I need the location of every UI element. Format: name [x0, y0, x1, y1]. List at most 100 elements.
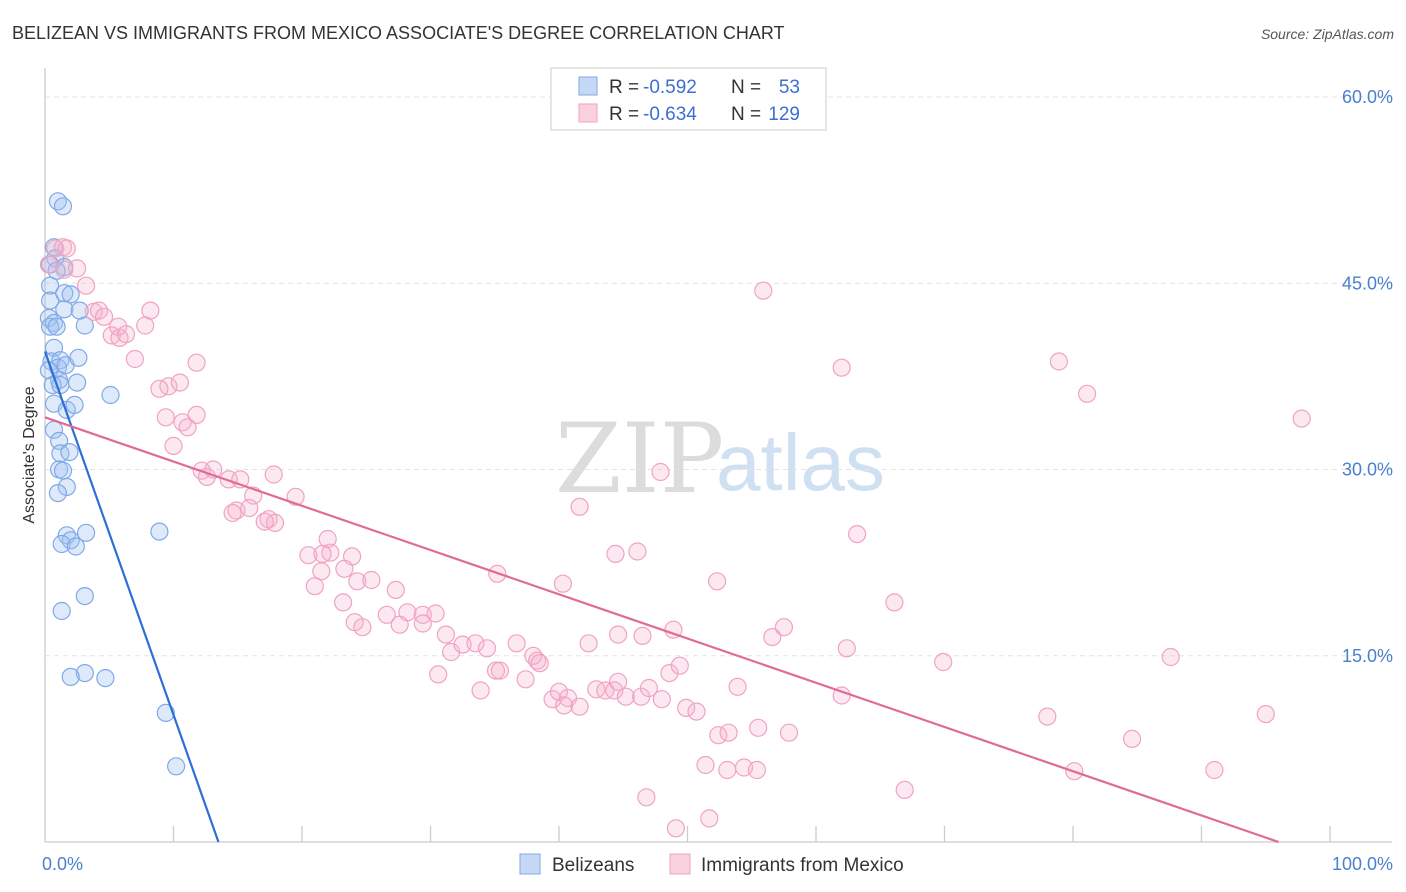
point-mexico	[173, 413, 192, 432]
point-mexico	[426, 604, 445, 623]
point-mexico	[553, 574, 573, 593]
point-mexico	[67, 259, 87, 278]
point-mexico	[700, 809, 719, 828]
point-mexico	[264, 465, 283, 484]
y-axis-label: Associate's Degree	[21, 386, 38, 523]
point-mexico	[774, 618, 794, 637]
point-belizeans	[101, 385, 120, 405]
point-mexico	[516, 670, 535, 689]
point-belizeans	[47, 317, 66, 336]
series-legend-swatch-belizeans	[519, 853, 541, 875]
point-belizeans	[55, 284, 74, 303]
point-belizeans	[60, 443, 79, 462]
legend-r-label-2: R =	[609, 104, 639, 125]
point-belizeans	[150, 522, 169, 541]
point-belizeans	[69, 348, 88, 367]
y-tick-label: 60.0%	[1342, 87, 1393, 107]
point-mexico	[530, 654, 549, 673]
point-mexico	[386, 580, 405, 600]
point-mexico	[1205, 760, 1224, 780]
point-mexico	[895, 780, 914, 800]
point-mexico	[637, 788, 656, 807]
point-mexico	[390, 615, 409, 634]
point-mexico	[164, 436, 183, 455]
point-mexico	[76, 276, 96, 295]
gridlines: 15.0% 30.0% 45.0% 60.0%	[45, 87, 1393, 666]
point-mexico	[579, 634, 598, 653]
point-mexico	[353, 618, 372, 637]
point-mexico	[299, 546, 318, 565]
point-mexico	[677, 698, 696, 718]
point-belizeans	[48, 484, 68, 503]
y-tick-label: 15.0%	[1342, 646, 1393, 666]
point-mexico	[321, 543, 340, 562]
point-mexico	[652, 690, 671, 709]
point-mexico	[39, 255, 59, 274]
point-belizeans	[61, 667, 80, 687]
point-belizeans	[52, 534, 71, 554]
point-belizeans	[53, 461, 73, 480]
point-mexico	[94, 307, 114, 326]
point-mexico	[728, 677, 747, 696]
trend-line-belizeans	[43, 351, 220, 843]
point-mexico	[187, 405, 206, 424]
point-mexico	[666, 819, 686, 838]
chart-title: BELIZEAN VS IMMIGRANTS FROM MEXICO ASSOC…	[12, 23, 785, 43]
point-belizeans	[57, 477, 76, 496]
point-mexico	[885, 593, 904, 612]
point-belizeans	[167, 757, 186, 776]
legend-n-label-1: N =	[731, 77, 761, 98]
point-mexico	[528, 651, 547, 670]
point-mexico	[1077, 384, 1097, 403]
point-mexico	[335, 559, 354, 578]
point-mexico	[847, 524, 867, 544]
point-mexico	[116, 325, 136, 344]
point-belizeans	[52, 601, 71, 621]
chart-source: Source: ZipAtlas.com	[1261, 26, 1394, 42]
point-mexico	[178, 418, 197, 437]
point-mexico	[490, 661, 509, 680]
point-belizeans	[66, 537, 85, 556]
point-mexico	[1038, 707, 1057, 726]
point-belizeans	[70, 301, 89, 320]
point-mexico	[156, 408, 175, 427]
point-mexico	[608, 672, 628, 691]
point-mexico	[1292, 409, 1311, 428]
point-mexico	[570, 497, 589, 516]
point-mexico	[125, 349, 144, 369]
legend-swatch-mexico	[578, 103, 598, 123]
point-mexico	[837, 639, 856, 658]
point-belizeans	[48, 192, 68, 211]
y-tick-label: 30.0%	[1342, 460, 1393, 480]
point-mexico	[486, 661, 506, 680]
point-mexico	[747, 760, 767, 780]
point-mexico	[334, 593, 353, 612]
point-mexico	[1122, 729, 1142, 749]
point-mexico	[313, 544, 332, 564]
point-mexico	[543, 690, 562, 709]
point-mexico	[707, 572, 727, 591]
point-mexico	[934, 652, 953, 672]
point-mexico	[471, 681, 490, 700]
point-mexico	[554, 696, 574, 715]
point-belizeans	[53, 197, 73, 216]
legend-n-value-1: 53	[779, 77, 800, 98]
legend-swatch-belizeans	[578, 76, 598, 96]
series-legend-swatch-mexico	[669, 853, 691, 875]
point-mexico	[305, 577, 324, 596]
point-mexico	[57, 239, 76, 258]
point-mexico	[436, 625, 455, 644]
point-mexico	[549, 682, 569, 701]
trend-line-mexico	[44, 416, 1279, 844]
point-mexico	[608, 625, 628, 644]
point-mexico	[605, 681, 624, 700]
point-mexico	[606, 544, 625, 564]
point-mexico	[832, 358, 851, 377]
y-tick-label: 45.0%	[1342, 273, 1393, 293]
point-belizeans	[75, 586, 94, 606]
point-mexico	[377, 605, 396, 624]
legend-r-label-1: R =	[609, 77, 639, 98]
point-mexico	[660, 663, 679, 683]
point-belizeans	[40, 276, 60, 295]
legend-r-value-1: -0.592	[643, 77, 697, 98]
